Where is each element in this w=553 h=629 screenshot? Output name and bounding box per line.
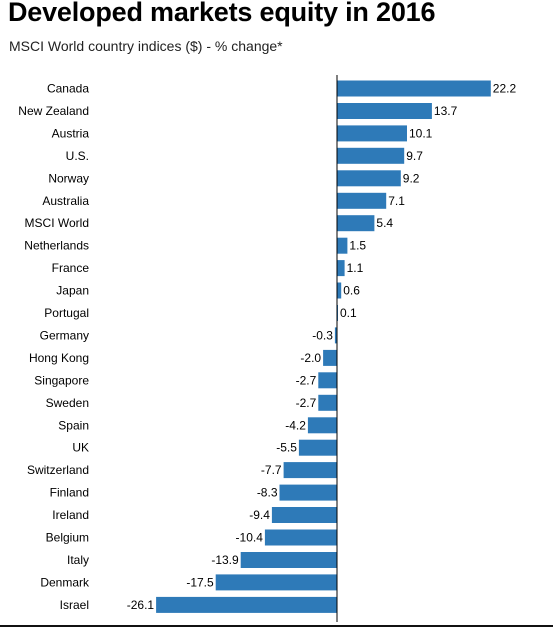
bar [337, 282, 342, 299]
bar [264, 529, 337, 546]
value-label: 1.5 [349, 239, 366, 253]
bar [215, 574, 337, 591]
bar [337, 215, 375, 232]
category-label: Ireland [52, 508, 89, 522]
category-label: Australia [42, 194, 89, 208]
value-label: -26.1 [127, 598, 155, 612]
chart-subtitle: MSCI World country indices ($) - % chang… [9, 38, 283, 54]
category-label: Sweden [46, 396, 89, 410]
category-label: Japan [56, 284, 89, 298]
value-label: -13.9 [211, 553, 239, 567]
value-label: -9.4 [249, 508, 270, 522]
category-label: Singapore [34, 373, 89, 387]
chart-title: Developed markets equity in 2016 [8, 0, 436, 27]
bar [337, 237, 348, 254]
value-label: -2.7 [296, 373, 317, 387]
category-label: Portugal [44, 306, 89, 320]
value-label: -2.0 [300, 351, 321, 365]
value-label: 22.2 [493, 82, 517, 96]
value-label: 10.1 [409, 126, 433, 140]
category-label: France [52, 261, 90, 275]
bar [307, 417, 337, 434]
category-label: Switzerland [27, 463, 89, 477]
bar [318, 394, 337, 411]
value-label: -2.7 [296, 396, 317, 410]
category-label: Spain [58, 418, 89, 432]
bar [334, 327, 337, 344]
category-label: Finland [50, 486, 89, 500]
bar [337, 80, 491, 97]
value-label: 0.1 [340, 306, 357, 320]
category-label: Hong Kong [29, 351, 89, 365]
bar [271, 507, 337, 523]
bar [337, 170, 401, 187]
category-label: Norway [48, 171, 89, 185]
category-label: Israel [60, 598, 89, 612]
category-label: MSCI World [25, 216, 89, 230]
bar [337, 260, 345, 277]
bottom-rule [0, 625, 553, 627]
category-label: Austria [52, 126, 90, 140]
bar [323, 349, 337, 366]
bar [337, 125, 407, 142]
bar [337, 103, 432, 119]
bar [298, 439, 337, 456]
value-label: 5.4 [376, 216, 393, 230]
value-label: -0.3 [312, 328, 333, 342]
category-label: Netherlands [24, 239, 89, 253]
value-label: 9.2 [403, 171, 420, 185]
category-label: Canada [47, 82, 89, 96]
value-label: 7.1 [388, 194, 405, 208]
value-label: 0.6 [343, 284, 360, 298]
bar [337, 147, 405, 164]
value-label: -17.5 [186, 575, 214, 589]
category-label: New Zealand [18, 104, 89, 118]
value-label: -7.7 [261, 463, 282, 477]
value-label: 1.1 [347, 261, 364, 275]
category-label: Italy [67, 553, 89, 567]
value-label: 9.7 [406, 149, 423, 163]
category-label: Denmark [40, 575, 90, 589]
bar [337, 192, 387, 209]
bar [240, 552, 337, 568]
category-label: Belgium [46, 531, 89, 545]
bar [156, 596, 337, 613]
value-label: 13.7 [434, 104, 458, 118]
bar [279, 484, 337, 501]
value-label: -10.4 [236, 531, 264, 545]
category-label: U.S. [66, 149, 89, 163]
bar [318, 372, 337, 389]
value-label: -5.5 [276, 441, 297, 455]
bar [283, 462, 337, 479]
category-label: Germany [40, 328, 89, 342]
value-label: -4.2 [285, 418, 306, 432]
value-label: -8.3 [257, 486, 278, 500]
category-label: UK [72, 441, 89, 455]
